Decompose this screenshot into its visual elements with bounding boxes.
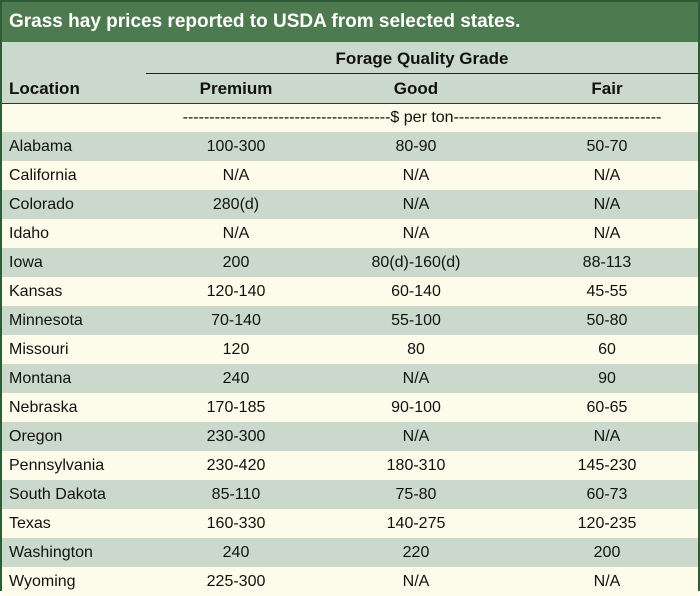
premium-cell: 120	[222, 341, 250, 358]
premium-cell: 170-185	[206, 399, 266, 416]
premium-cell: 200	[222, 254, 250, 271]
table-row: Wyoming 225-300 N/A N/A	[2, 567, 698, 596]
good-cell: 220	[402, 544, 430, 561]
location-cell: Washington	[9, 544, 93, 561]
premium-cell: 225-300	[206, 573, 266, 590]
location-cell: Wyoming	[9, 573, 76, 590]
premium-cell: N/A	[222, 167, 250, 184]
fair-cell: 45-55	[586, 283, 628, 300]
table-row: Kansas 120-140 60-140 45-55	[2, 277, 698, 306]
table-row: Iowa 200 80(d)-160(d) 88-113	[2, 248, 698, 277]
column-header-location: Location	[9, 79, 80, 98]
location-cell: Iowa	[9, 254, 43, 271]
location-cell: Texas	[9, 515, 51, 532]
premium-cell: 160-330	[206, 515, 266, 532]
table-row: Minnesota 70-140 55-100 50-80	[2, 306, 698, 335]
good-cell: 90-100	[391, 399, 441, 416]
good-cell: N/A	[402, 573, 430, 590]
fair-cell: N/A	[593, 428, 621, 445]
table-row: Pennsylvania 230-420 180-310 145-230	[2, 451, 698, 480]
premium-cell: 240	[222, 370, 250, 387]
premium-cell: 280(d)	[212, 196, 260, 213]
fair-cell: N/A	[593, 167, 621, 184]
table-row: South Dakota 85-110 75-80 60-73	[2, 480, 698, 509]
table-body: Alabama 100-300 80-90 50-70 California N/A N/A…	[2, 132, 698, 596]
fair-cell: 120-235	[577, 515, 637, 532]
location-cell: Oregon	[9, 428, 63, 445]
premium-cell: 240	[222, 544, 250, 561]
good-cell: N/A	[402, 225, 430, 242]
premium-cell: 120-140	[206, 283, 266, 300]
good-cell: N/A	[402, 370, 430, 387]
table-row: Oregon 230-300 N/A N/A	[2, 422, 698, 451]
good-cell: 180-310	[386, 457, 446, 474]
column-header-good: Good	[393, 79, 439, 98]
fair-cell: 90	[598, 370, 616, 387]
good-cell: 80-90	[395, 138, 437, 155]
header-rule	[2, 103, 698, 104]
fair-cell: 50-80	[586, 312, 628, 329]
table-row: Missouri 120 80 60	[2, 335, 698, 364]
fair-cell: N/A	[593, 573, 621, 590]
location-cell: California	[9, 167, 77, 184]
units-row: ---------------------------------------$…	[2, 104, 698, 132]
premium-cell: 100-300	[206, 138, 266, 155]
fair-cell: 200	[593, 544, 621, 561]
good-cell: 75-80	[395, 486, 437, 503]
table-title: Grass hay prices reported to USDA from s…	[2, 2, 698, 42]
good-cell: N/A	[402, 428, 430, 445]
good-cell: 55-100	[391, 312, 441, 329]
premium-cell: N/A	[222, 225, 250, 242]
location-cell: Colorado	[9, 196, 74, 213]
location-cell: South Dakota	[9, 486, 106, 503]
table-row: Colorado 280(d) N/A N/A	[2, 190, 698, 219]
table-row: Montana 240 N/A 90	[2, 364, 698, 393]
location-cell: Kansas	[9, 283, 63, 300]
table-header: Forage Quality Grade Location Premium Go…	[2, 42, 698, 103]
good-cell: N/A	[402, 196, 430, 213]
fair-cell: N/A	[593, 196, 621, 213]
premium-cell: 230-420	[206, 457, 266, 474]
good-cell: 60-140	[391, 283, 441, 300]
fair-cell: N/A	[593, 225, 621, 242]
premium-cell: 230-300	[206, 428, 266, 445]
fair-cell: 88-113	[582, 254, 632, 271]
table-row: Alabama 100-300 80-90 50-70	[2, 132, 698, 161]
fair-cell: 60	[598, 341, 616, 358]
table-row: Texas 160-330 140-275 120-235	[2, 509, 698, 538]
group-rule	[146, 73, 698, 74]
good-cell: 140-275	[386, 515, 446, 532]
fair-cell: 50-70	[586, 138, 628, 155]
good-cell: N/A	[402, 167, 430, 184]
location-cell: Alabama	[9, 138, 73, 155]
group-label: Forage Quality Grade	[335, 49, 509, 68]
premium-cell: 85-110	[211, 486, 261, 503]
location-cell: Nebraska	[9, 399, 78, 416]
fair-cell: 60-73	[586, 486, 628, 503]
premium-cell: 70-140	[211, 312, 261, 329]
location-cell: Missouri	[9, 341, 69, 358]
table-row: Washington 240 220 200	[2, 538, 698, 567]
units-label: ---------------------------------------$…	[182, 109, 662, 126]
location-cell: Pennsylvania	[9, 457, 105, 474]
fair-cell: 145-230	[577, 457, 637, 474]
table-row: Idaho N/A N/A N/A	[2, 219, 698, 248]
fair-cell: 60-65	[586, 399, 628, 416]
location-cell: Montana	[9, 370, 72, 387]
good-cell: 80	[407, 341, 425, 358]
location-cell: Idaho	[9, 225, 50, 242]
good-cell: 80(d)-160(d)	[371, 254, 461, 271]
table-row: Nebraska 170-185 90-100 60-65	[2, 393, 698, 422]
column-header-fair: Fair	[591, 79, 623, 98]
table-row: California N/A N/A N/A	[2, 161, 698, 190]
column-header-premium: Premium	[199, 79, 273, 98]
location-cell: Minnesota	[9, 312, 83, 329]
